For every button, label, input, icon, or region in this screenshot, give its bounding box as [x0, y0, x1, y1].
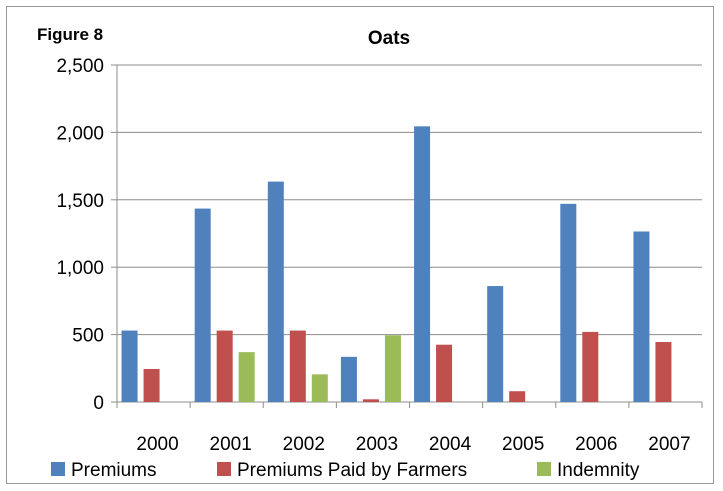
x-tick-label: 2003 [356, 434, 398, 455]
bar-chart: Figure 8 Oats 0 500 1,000 1,500 2,000 2,500 2… [37, 25, 703, 481]
y-axis-ticks: 0 500 1,000 1,500 2,000 2,500 [56, 56, 117, 414]
bar-premiums-paid-by-farmers-2005 [509, 391, 526, 402]
y-tick-label: 2,500 [56, 56, 104, 77]
x-tick-label: 2004 [429, 434, 472, 455]
chart-title: Oats [368, 28, 410, 49]
y-tick-label: 1,000 [56, 258, 104, 279]
bar-premiums-2001 [194, 208, 211, 402]
y-tick-label: 1,500 [56, 191, 104, 212]
bar-premiums-2007 [633, 231, 650, 402]
x-tick-label: 2006 [575, 434, 617, 455]
bar-premiums-2003 [340, 356, 357, 402]
bar-premiums-2006 [560, 203, 577, 402]
bar-indemnity-2002 [311, 374, 328, 402]
bar-premiums-paid-by-farmers-2001 [216, 330, 233, 402]
x-tick-label: 2007 [648, 434, 690, 455]
legend-swatch-indemnity [537, 462, 551, 476]
bars [121, 126, 672, 403]
x-tick-label: 2005 [502, 434, 544, 455]
chart-frame: Figure 8 Oats 0 500 1,000 1,500 2,000 2,500 2… [6, 6, 714, 484]
bar-premiums-2005 [487, 286, 504, 402]
y-tick-label: 0 [93, 393, 104, 414]
bar-premiums-2002 [267, 181, 284, 402]
y-tick-label: 500 [72, 326, 104, 347]
legend: Premiums Premiums Paid by Farmers Indemnit… [51, 460, 640, 481]
x-tick-label: 2001 [210, 434, 252, 455]
gridlines [117, 64, 702, 336]
legend-label: Indemnity [557, 460, 640, 481]
figure-label: Figure 8 [37, 25, 103, 44]
x-axis-ticks: 2000 2001 2002 2003 2004 2005 2006 2007 [116, 402, 703, 455]
bar-indemnity-2001 [238, 352, 255, 402]
bar-premiums-paid-by-farmers-2000 [143, 368, 160, 402]
x-tick-label: 2002 [283, 434, 325, 455]
legend-swatch-premiums [51, 462, 65, 476]
legend-label: Premiums Paid by Farmers [237, 460, 467, 481]
legend-swatch-premiums-paid-by-farmers [217, 462, 231, 476]
y-tick-label: 2,000 [56, 123, 104, 144]
legend-label: Premiums [71, 460, 157, 481]
bar-premiums-paid-by-farmers-2002 [289, 330, 306, 402]
bar-premiums-2000 [121, 330, 138, 402]
bar-premiums-paid-by-farmers-2006 [582, 331, 599, 402]
x-tick-label: 2000 [136, 434, 178, 455]
bar-indemnity-2003 [384, 335, 401, 402]
bar-premiums-paid-by-farmers-2003 [362, 399, 379, 402]
bar-premiums-paid-by-farmers-2007 [655, 342, 672, 402]
bar-premiums-2004 [414, 126, 431, 403]
bar-premiums-paid-by-farmers-2004 [436, 344, 453, 402]
